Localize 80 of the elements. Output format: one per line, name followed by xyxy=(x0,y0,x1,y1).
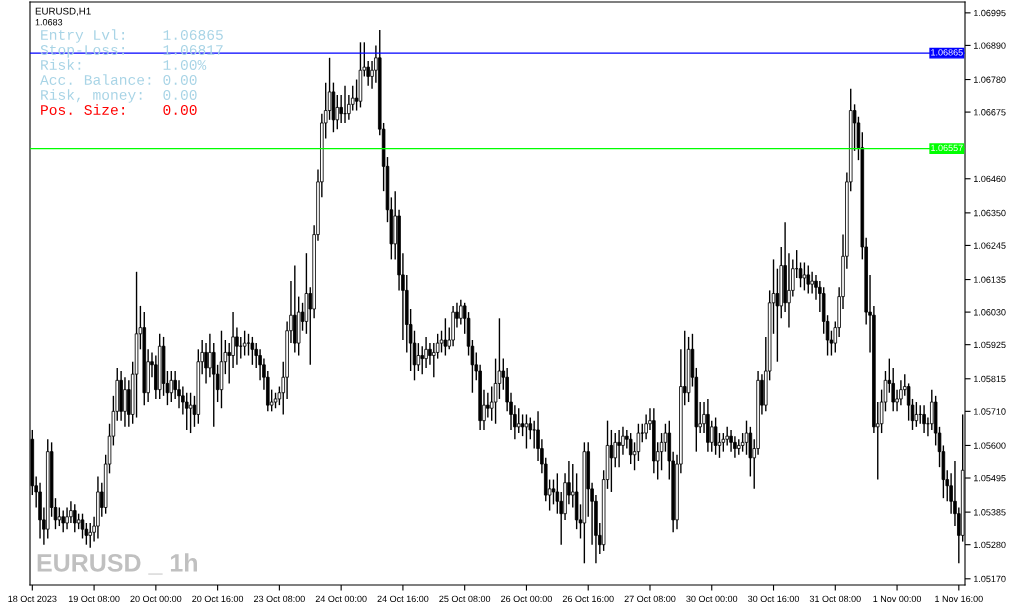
candlestick xyxy=(713,416,718,456)
x-tick-label: 24 Oct 16:00 xyxy=(377,595,429,603)
y-tick-label: 1.05600 xyxy=(974,442,1006,449)
y-tick-label: 1.06995 xyxy=(974,9,1006,17)
candlestick xyxy=(744,419,749,456)
x-tick-label: 31 Oct 08:00 xyxy=(809,595,861,603)
annotation: Entry Lvl: 1.06865 xyxy=(41,29,223,43)
x-tick-label: 23 Oct 08:00 xyxy=(253,595,305,603)
y-tick-label: 1.05815 xyxy=(974,375,1006,383)
candlestick xyxy=(516,407,521,434)
x-tick-label: 1 Nov 00:00 xyxy=(873,595,922,603)
candlestick xyxy=(57,506,62,527)
y-tick-label: 1.06350 xyxy=(974,209,1006,217)
candlestick xyxy=(798,261,803,288)
annotation: Risk, money: 0.00 xyxy=(41,89,197,103)
y-tick-label: 1.05710 xyxy=(974,408,1006,415)
x-tick-label: 25 Oct 08:00 xyxy=(439,595,491,603)
y-tick-label: 1.05495 xyxy=(974,474,1006,482)
candlestick xyxy=(551,478,556,506)
annotation: EURUSD,H1 xyxy=(35,7,91,16)
candlestick xyxy=(810,271,814,295)
annotation: Acc. Balance: 0.00 xyxy=(40,74,197,85)
x-tick-label: 24 Oct 00:00 xyxy=(315,595,367,603)
y-tick-label: 1.06675 xyxy=(974,109,1006,116)
candlestick xyxy=(617,429,621,468)
y-tick-label: 1.06245 xyxy=(974,242,1006,249)
annotation: Risk: 1.00% xyxy=(41,59,207,70)
ref-line-label: 1.06557 xyxy=(931,144,963,152)
candlestick xyxy=(335,94,340,130)
y-tick-label: 1.06135 xyxy=(974,276,1006,283)
candlestick xyxy=(235,326,239,366)
candlestick xyxy=(204,342,208,385)
candlestick xyxy=(420,345,424,375)
candlestick xyxy=(459,299,463,326)
y-tick-label: 1.06780 xyxy=(974,76,1006,83)
ref-line-label: 1.06865 xyxy=(931,49,963,56)
candlestick xyxy=(169,370,174,403)
candlestick xyxy=(532,419,536,450)
x-tick-label: 26 Oct 16:00 xyxy=(562,595,614,603)
candlestick xyxy=(123,376,127,428)
y-tick-label: 1.05925 xyxy=(974,341,1006,349)
x-tick-label: 30 Oct 16:00 xyxy=(748,595,800,603)
x-tick-label: 1 Nov 16:00 xyxy=(935,595,983,603)
x-tick-label: 26 Oct 00:00 xyxy=(501,595,552,603)
candlestick xyxy=(61,509,65,533)
x-tick-label: 20 Oct 00:00 xyxy=(130,595,182,603)
candlestick xyxy=(443,317,448,357)
annotation: EURUSD _ 1h xyxy=(37,553,197,575)
candlestick xyxy=(73,503,77,533)
candlestick xyxy=(439,330,444,354)
y-tick-label: 1.05170 xyxy=(974,575,1006,583)
candlestick xyxy=(246,333,251,357)
x-tick-label: 18 Oct 2023 xyxy=(8,595,57,603)
candlestick xyxy=(188,392,193,434)
candlestick xyxy=(914,401,919,428)
candlestick xyxy=(416,342,421,372)
candlestick xyxy=(524,413,529,450)
candlestick xyxy=(922,404,926,434)
y-tick-label: 1.06030 xyxy=(974,309,1006,316)
candlestick xyxy=(208,333,212,378)
candlestick xyxy=(802,261,807,292)
x-tick-label: 19 Oct 08:00 xyxy=(68,595,120,603)
x-tick-label: 27 Oct 08:00 xyxy=(624,595,676,603)
candlestick xyxy=(520,413,525,437)
candlestick xyxy=(787,252,791,329)
candlestick xyxy=(555,472,560,515)
y-tick-label: 1.05385 xyxy=(974,509,1006,516)
y-tick-label: 1.06890 xyxy=(974,42,1006,49)
candlestick xyxy=(250,336,255,366)
candlestick xyxy=(486,392,490,419)
annotation: 1.0683 xyxy=(35,19,63,26)
candlestick xyxy=(609,429,614,493)
x-tick-label: 30 Oct 00:00 xyxy=(686,595,738,603)
candlestick xyxy=(435,333,440,360)
candlestick xyxy=(806,264,811,295)
annotation: Pos. Size: 0.00 xyxy=(41,104,197,115)
y-tick-label: 1.05280 xyxy=(974,541,1006,549)
x-tick-label: 20 Oct 16:00 xyxy=(192,595,244,603)
candlestick xyxy=(242,330,247,357)
y-tick-label: 1.06460 xyxy=(974,175,1006,183)
